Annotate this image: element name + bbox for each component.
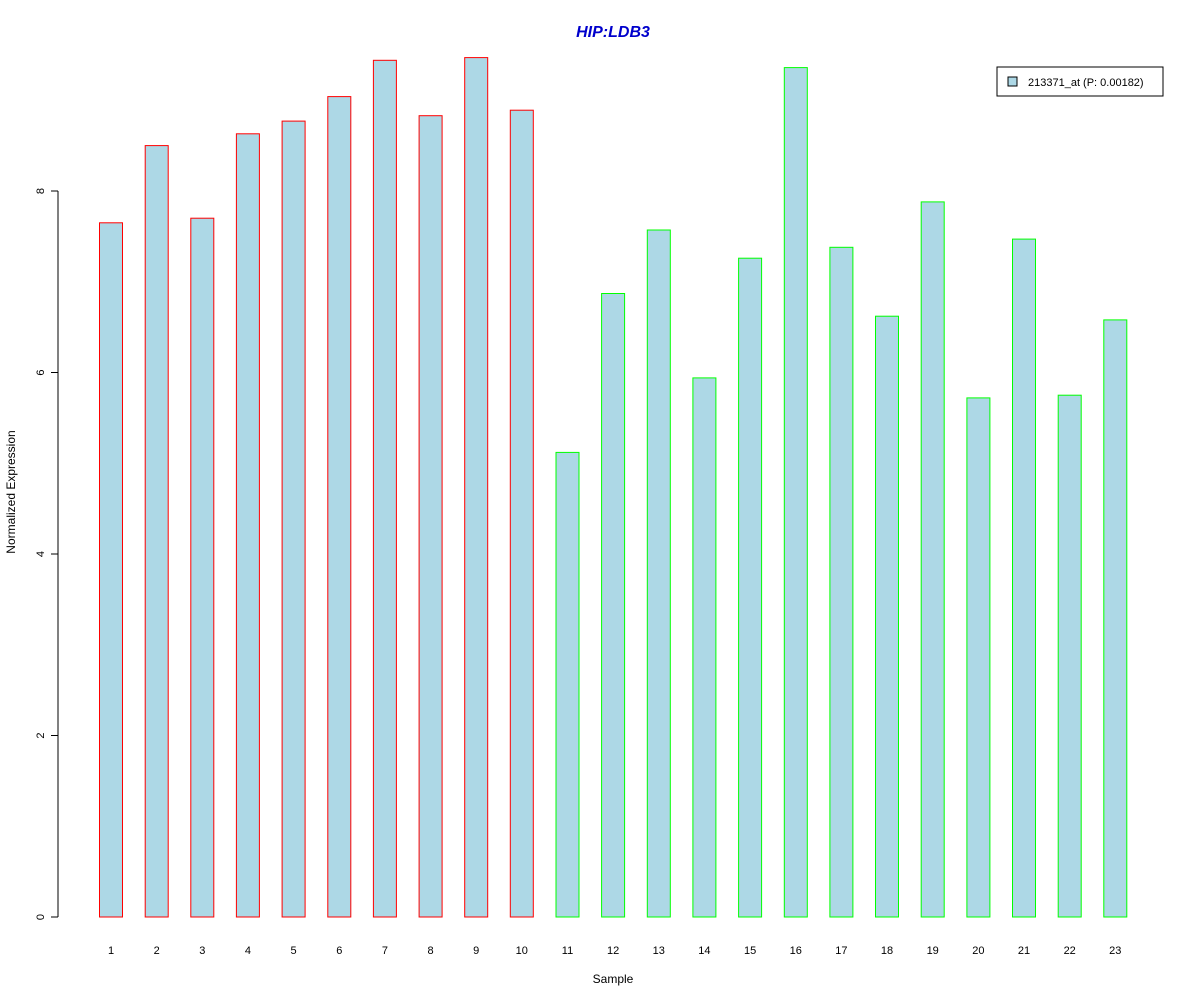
x-tick-label: 20 — [972, 945, 984, 957]
x-tick-label: 13 — [653, 945, 665, 957]
bar-16 — [783, 67, 808, 918]
x-tick-label: 9 — [473, 945, 479, 957]
y-tick-label: 6 — [35, 369, 47, 375]
legend-box — [996, 66, 1164, 97]
bar-19 — [920, 201, 945, 918]
bar-7 — [372, 59, 397, 918]
bar-14 — [692, 377, 717, 918]
y-tick-label: 0 — [35, 914, 47, 920]
x-tick-labels: 1 2 3 4 5 6 7 8 9 10 11 12 13 14 15 16 17 18 19 20 21 22 23 — [108, 945, 1121, 957]
x-tick-label: 5 — [291, 945, 297, 957]
x-tick-label: 15 — [744, 945, 756, 957]
x-tick-label: 10 — [516, 945, 528, 957]
bar-8 — [418, 115, 443, 918]
bars — [99, 57, 1128, 918]
x-tick-label: 17 — [835, 945, 847, 957]
x-tick-label: 6 — [336, 945, 342, 957]
x-tick-label: 16 — [790, 945, 802, 957]
bar-12 — [601, 293, 626, 918]
legend-label: 213371_at (P: 0.00182) — [1028, 77, 1144, 89]
bar-1 — [99, 222, 123, 918]
bar-18 — [875, 315, 899, 918]
x-tick-label: 23 — [1109, 945, 1121, 957]
y-tick-label: 4 — [35, 551, 47, 557]
bar-20 — [966, 397, 991, 918]
x-tick-label: 11 — [562, 945, 573, 957]
x-tick-label: 14 — [698, 945, 710, 957]
x-tick-label: 7 — [382, 945, 388, 957]
bar-10 — [509, 109, 534, 918]
bar-23 — [1103, 319, 1128, 918]
x-tick-label: 18 — [881, 945, 893, 957]
bar-17 — [829, 246, 854, 918]
y-tick-label: 8 — [35, 188, 47, 194]
x-tick-label: 3 — [199, 945, 205, 957]
y-axis: 0 2 4 6 8 — [35, 188, 59, 920]
bar-15 — [738, 257, 763, 918]
x-tick-label: 8 — [428, 945, 434, 957]
bar-2 — [144, 145, 169, 918]
bar-11 — [555, 451, 580, 918]
bar-6 — [327, 96, 352, 918]
x-tick-label: 1 — [108, 945, 114, 957]
x-axis-label: Sample — [593, 972, 634, 986]
bar-13 — [646, 229, 671, 918]
x-tick-label: 12 — [607, 945, 619, 957]
x-tick-label: 19 — [927, 945, 939, 957]
bar-3 — [190, 217, 215, 918]
bar-21 — [1012, 238, 1036, 918]
legend-swatch — [1007, 76, 1018, 87]
chart-title: HIP:LDB3 — [576, 24, 650, 41]
bar-22 — [1057, 394, 1082, 918]
y-axis-label: Normalized Expression — [4, 430, 18, 553]
bar-4 — [235, 133, 260, 918]
bar-9 — [464, 57, 489, 918]
x-tick-label: 21 — [1018, 945, 1030, 957]
x-tick-label: 4 — [245, 945, 251, 957]
legend: 213371_at (P: 0.00182) — [996, 66, 1164, 97]
bar-5 — [281, 120, 306, 918]
x-tick-label: 22 — [1064, 945, 1076, 957]
y-tick-label: 2 — [35, 732, 47, 738]
x-tick-label: 2 — [154, 945, 160, 957]
